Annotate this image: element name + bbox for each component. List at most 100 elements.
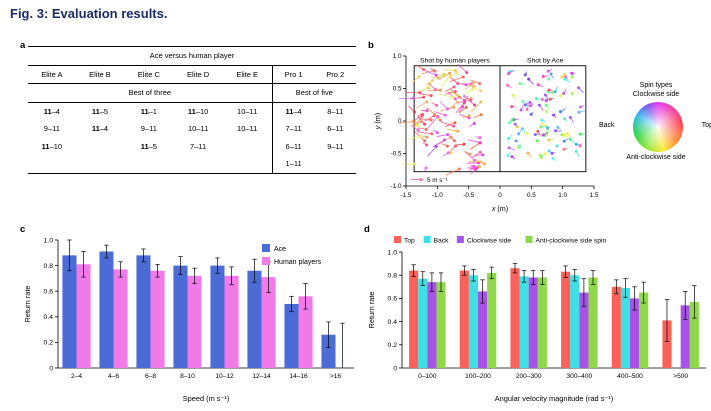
score-cell: 11–10 <box>187 106 209 116</box>
region-label: Shot by Ace <box>527 57 563 64</box>
results-table: Ace versus human player Elite A Elite B Eli… <box>28 46 356 174</box>
bar <box>468 275 478 368</box>
score-cell <box>173 155 223 174</box>
score-cell: 11–5 <box>91 106 109 116</box>
svg-text:0.2: 0.2 <box>388 342 398 349</box>
svg-text:1.0: 1.0 <box>393 53 402 60</box>
score-cell: 6–11 <box>271 137 315 155</box>
column-header: Pro 2 <box>314 65 356 84</box>
x-tick-label: 2–4 <box>71 373 82 380</box>
group-header: Best of five <box>271 83 356 103</box>
svg-text:Return rate: Return rate <box>23 286 32 323</box>
bar <box>639 292 649 368</box>
velocity-scale-label: 5 m s⁻¹ <box>427 177 448 184</box>
bar <box>510 268 520 368</box>
spin-label-clockwise-side: Clockwise side <box>632 90 680 98</box>
score-cell: 11–1 <box>140 106 157 116</box>
score-cell: 9–11 <box>43 124 60 133</box>
score-cell <box>76 138 125 156</box>
svg-text:0: 0 <box>498 192 502 199</box>
column-header: Elite B <box>75 65 125 84</box>
x-tick-label: 0–100 <box>418 373 437 380</box>
bar <box>611 286 621 368</box>
bar <box>478 291 488 368</box>
legend: Top Back Clockwise side Anti-clockwise side… <box>394 236 606 245</box>
svg-text:Clockwise side: Clockwise side <box>467 238 512 245</box>
svg-text:Speed (m s⁻¹): Speed (m s⁻¹) <box>183 394 230 403</box>
bar <box>321 334 336 368</box>
bar <box>537 277 547 368</box>
score-cell: 10–11 <box>187 124 209 133</box>
score-cell: 7–11 <box>190 141 207 151</box>
svg-text:Human players: Human players <box>274 259 322 266</box>
svg-text:0.6: 0.6 <box>44 289 54 296</box>
x-tick-label: 400–500 <box>617 373 643 380</box>
x-tick-label: 300–400 <box>566 373 592 380</box>
region-label: Shot by human players <box>420 57 490 64</box>
bar <box>459 270 469 368</box>
panel-label-b: b <box>368 40 374 51</box>
bar-chart-d: 0 0.2 0.4 0.6 0.8 1.0 0–100 100–200 200–300 300–4… <box>367 236 706 403</box>
score-cell: 7–11 <box>271 120 315 138</box>
bar <box>620 287 630 368</box>
bar-chart-c: 0 0.2 0.4 0.6 0.8 1.0 2–4 4–6 6–8 8–10 10–12 12–14 1… <box>23 237 354 403</box>
svg-text:-1.0: -1.0 <box>432 192 443 199</box>
spin-legend: Spin types Clockwise side Back Top Anti-… <box>599 82 711 162</box>
score-cell <box>222 155 273 174</box>
svg-text:0.2: 0.2 <box>44 340 54 347</box>
bar <box>210 265 225 368</box>
score-cell <box>223 138 272 156</box>
x-tick-label: >16 <box>330 373 342 380</box>
spin-legend-title: Spin types <box>639 82 673 89</box>
x-tick-label: 8–10 <box>180 373 195 380</box>
x-tick-label: 14–16 <box>289 373 308 380</box>
column-header: Elite D <box>173 65 223 84</box>
bar <box>173 265 188 368</box>
bar <box>689 301 699 368</box>
svg-text:x (m): x (m) <box>491 204 508 213</box>
bar <box>519 276 529 368</box>
svg-text:Back: Back <box>434 238 450 245</box>
svg-text:0.5: 0.5 <box>393 86 402 93</box>
legend: Ace Human players <box>262 244 322 266</box>
svg-text:0.4: 0.4 <box>44 314 54 321</box>
svg-text:1.0: 1.0 <box>558 192 567 199</box>
score-cell <box>28 155 76 174</box>
score-cell: 10–11 <box>237 124 258 133</box>
bar <box>630 298 640 368</box>
svg-text:0: 0 <box>49 365 53 372</box>
bar <box>150 270 165 368</box>
bar <box>284 304 299 368</box>
score-cell: 11–4 <box>43 106 60 116</box>
scatter-cluster-ace <box>506 68 586 162</box>
bar <box>136 255 151 368</box>
svg-text:Top: Top <box>404 238 415 245</box>
svg-text:Ace: Ace <box>274 246 286 253</box>
bar <box>99 251 114 368</box>
bar <box>579 292 589 368</box>
bar <box>561 271 571 368</box>
bar <box>680 305 690 368</box>
column-header: Elite A <box>28 65 76 84</box>
bar <box>662 320 672 368</box>
score-cell: 6–11 <box>327 124 344 133</box>
x-tick-label: 200–300 <box>516 373 542 380</box>
svg-text:Angular velocity magnitude (ra: Angular velocity magnitude (rad s⁻¹) <box>495 394 614 403</box>
panel-label-c: c <box>20 224 26 235</box>
svg-text:0.5: 0.5 <box>527 192 536 199</box>
x-tick-label: 100–200 <box>465 373 491 380</box>
svg-text:Return rate: Return rate <box>367 292 376 329</box>
svg-text:0.4: 0.4 <box>388 319 398 326</box>
bar <box>224 275 239 368</box>
column-header: Elite E <box>222 65 273 84</box>
score-cell <box>314 155 356 174</box>
spin-label-back: Back <box>599 122 615 130</box>
svg-text:0.8: 0.8 <box>388 273 398 280</box>
svg-text:1.5: 1.5 <box>590 192 599 199</box>
x-tick-label: 6–8 <box>145 373 156 380</box>
bar <box>588 277 598 368</box>
svg-text:1.0: 1.0 <box>44 237 54 244</box>
svg-text:-0.5: -0.5 <box>391 151 402 158</box>
svg-text:0: 0 <box>393 365 397 372</box>
